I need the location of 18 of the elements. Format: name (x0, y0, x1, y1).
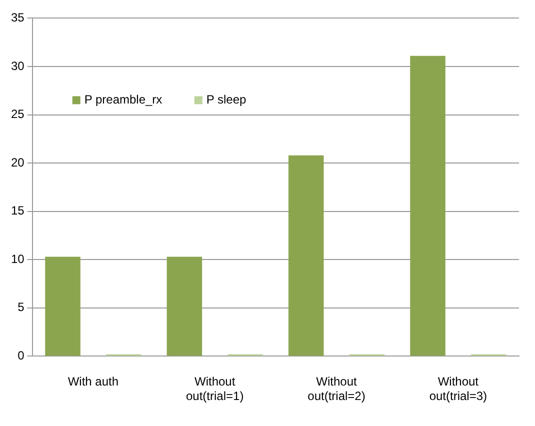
y-tick-label: 35 (10, 10, 25, 25)
x-tick-label: With auth (68, 374, 119, 389)
y-tick-label: 20 (10, 155, 25, 170)
y-tick-label: 25 (10, 107, 25, 122)
x-tick-label: Without out(trial=2) (308, 374, 366, 404)
y-tick-label: 30 (10, 58, 25, 73)
y-tick-label: 0 (18, 348, 25, 363)
bar (410, 56, 446, 356)
y-tick-label: 10 (10, 252, 25, 266)
y-tick-label: 15 (10, 204, 25, 218)
x-tick-label: Without out(trial=1) (186, 374, 244, 404)
bar (45, 256, 80, 356)
y-tick-label: 5 (18, 300, 25, 314)
legend-label: P preamble_rx (84, 92, 162, 107)
legend-label: P sleep (206, 92, 247, 107)
x-tick-label: Without out(trial=3) (429, 374, 488, 404)
bar (166, 256, 202, 356)
bar (288, 155, 324, 356)
